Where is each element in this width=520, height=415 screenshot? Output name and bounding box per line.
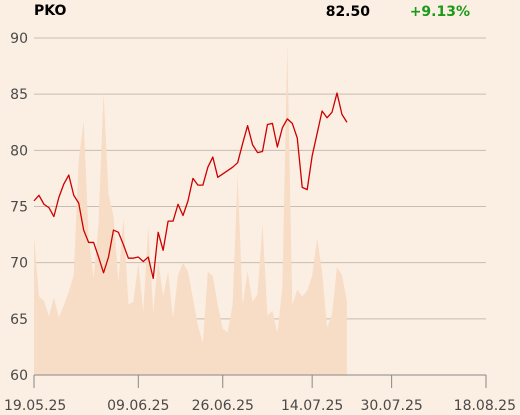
y-tick-label: 80 (10, 143, 28, 159)
last-price: 82.50 (326, 4, 371, 20)
x-axis (33, 374, 487, 388)
y-tick-label: 90 (10, 31, 28, 47)
y-tick-label: 60 (10, 368, 28, 384)
x-tick-label: 18.08.25 (454, 398, 516, 414)
y-tick-label: 75 (10, 200, 28, 216)
price-change: +9.13% (410, 4, 470, 20)
x-tick-label: 19.05.25 (4, 398, 66, 414)
volume-area-layer (34, 44, 347, 376)
x-tick-label: 09.06.25 (107, 398, 169, 414)
x-tick-label: 14.07.25 (281, 398, 343, 414)
y-tick-label: 70 (10, 256, 28, 272)
y-tick-label: 65 (10, 312, 28, 328)
tick-labels: 60 65 70 75 80 85 90 19.05.25 09.06.25 26.06.25 14… (4, 31, 516, 414)
volume-area (34, 44, 347, 376)
symbol-label: PKO (34, 3, 66, 19)
y-tick-label: 85 (10, 87, 28, 103)
price-line-layer (33, 92, 348, 280)
x-tick-label: 30.07.25 (360, 398, 422, 414)
price-line (33, 92, 348, 280)
x-tick-label: 26.06.25 (192, 398, 254, 414)
